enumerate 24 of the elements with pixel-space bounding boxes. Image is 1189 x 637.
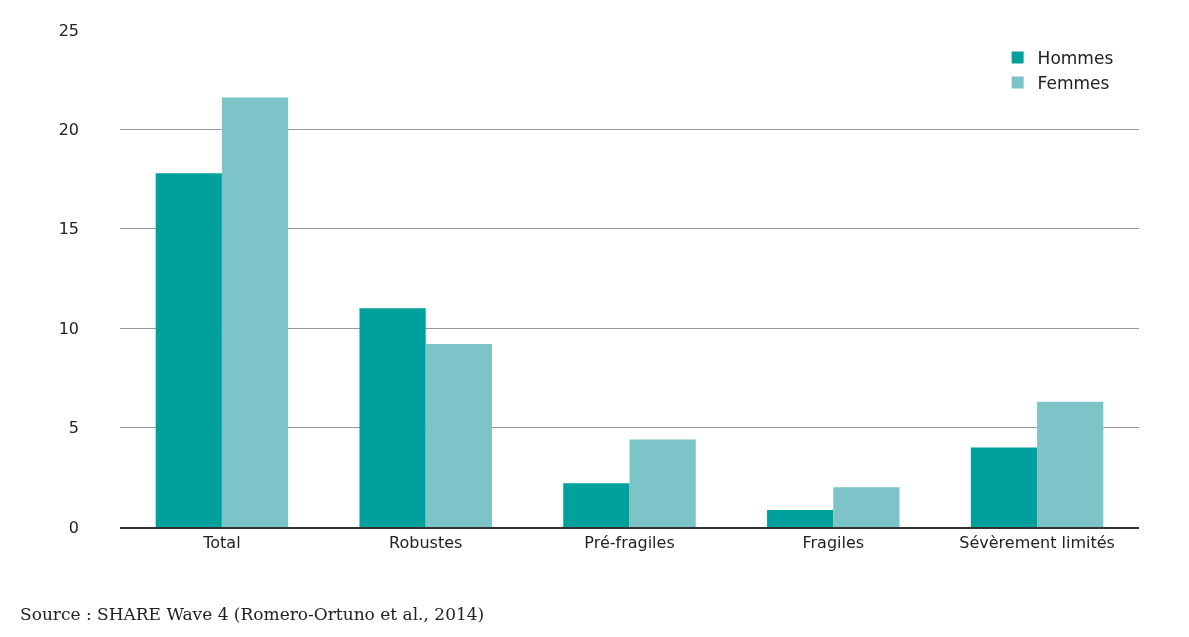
y-tick-label: 5 xyxy=(68,418,79,438)
x-tick-label: Sévèrement limités xyxy=(959,532,1115,552)
x-tick-label: Fragiles xyxy=(802,532,865,552)
legend-label: Hommes xyxy=(1037,48,1114,69)
x-tick-label: Pré-fragiles xyxy=(584,532,675,552)
bar xyxy=(563,483,630,527)
bar xyxy=(629,439,696,527)
bar xyxy=(359,308,426,527)
bar xyxy=(970,447,1038,527)
y-tick-label: 10 xyxy=(58,318,79,338)
bar xyxy=(767,510,834,527)
bar xyxy=(425,344,492,527)
x-tick-label: Robustes xyxy=(389,532,463,552)
bar xyxy=(833,487,900,527)
y-tick-label: 15 xyxy=(58,219,79,239)
y-tick-label: 0 xyxy=(68,517,79,537)
y-tick-label: 20 xyxy=(58,120,79,139)
legend-label: Femmes xyxy=(1037,73,1110,94)
y-tick-label: 25 xyxy=(58,20,79,40)
source-note: Source : SHARE Wave 4 (Romero-Ortuno et al., 2014) xyxy=(20,604,485,624)
x-tick-label: Total xyxy=(202,532,241,552)
bar xyxy=(155,173,222,527)
bar xyxy=(1037,401,1104,527)
bar xyxy=(221,97,289,527)
